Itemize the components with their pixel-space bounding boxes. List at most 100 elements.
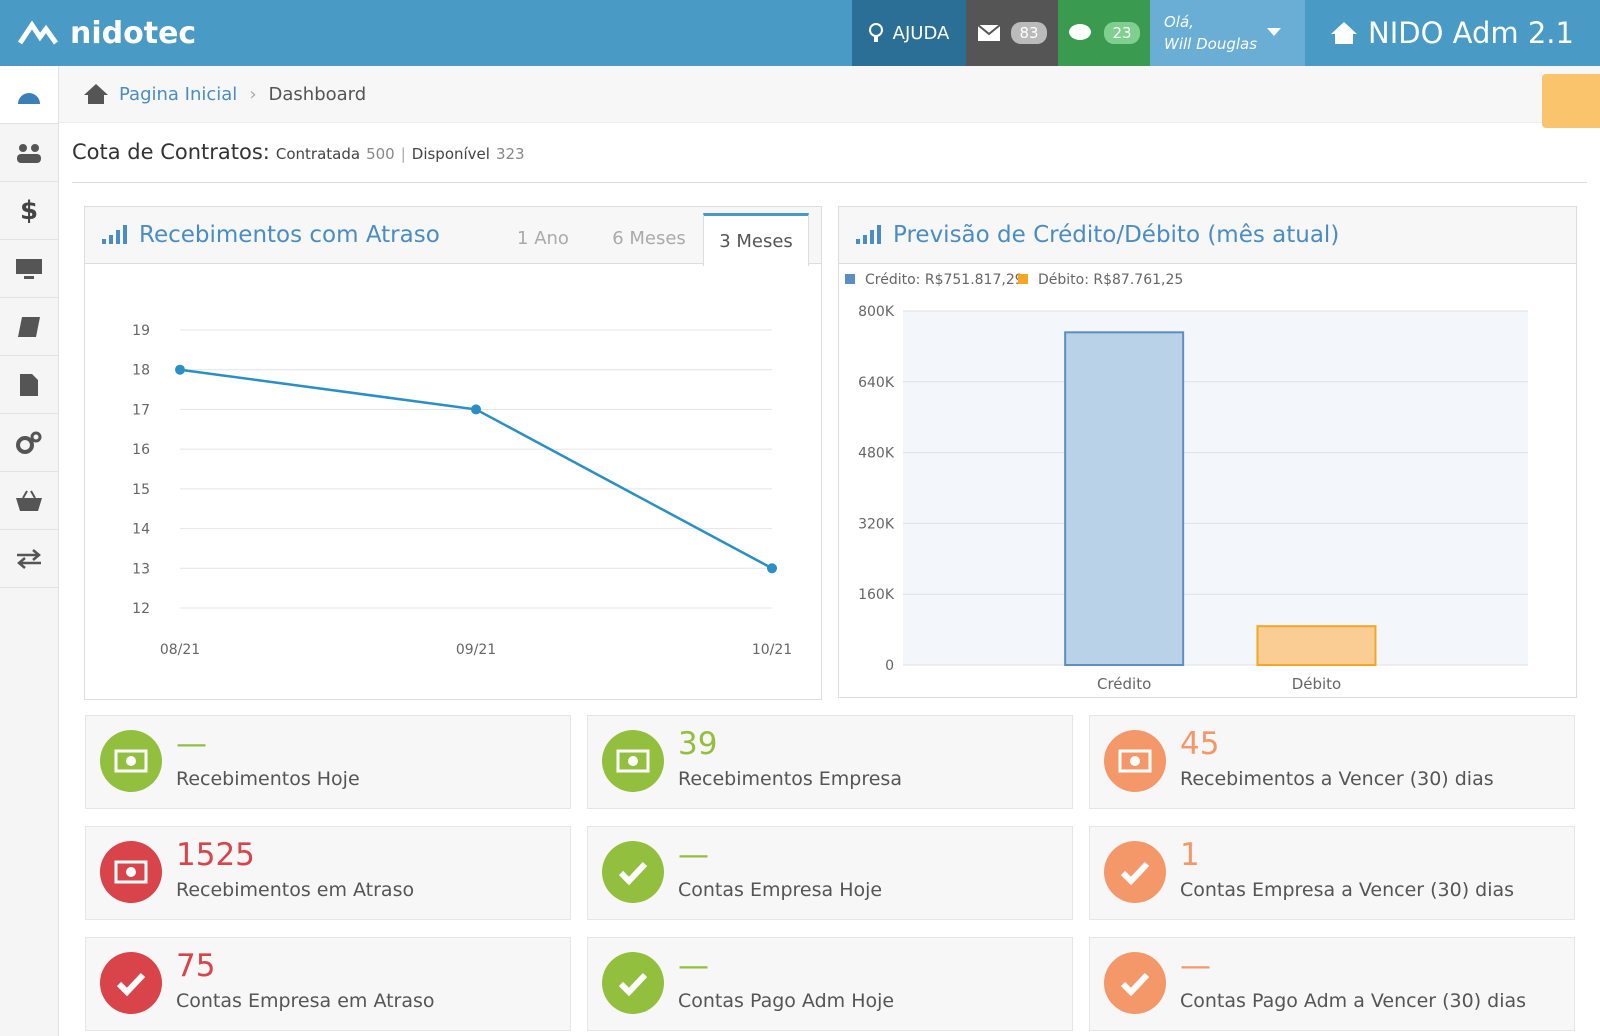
quota-available-label: Disponível bbox=[411, 145, 490, 163]
tile-glyph bbox=[616, 749, 650, 773]
help-button[interactable]: AJUDA bbox=[852, 0, 966, 66]
tile-value: — bbox=[678, 837, 709, 873]
top-bar: nidotec AJUDA 83 23 Olá, Will Douglas NI… bbox=[0, 0, 1600, 66]
nav-file[interactable] bbox=[0, 356, 58, 414]
breadcrumb-home[interactable]: Pagina Inicial bbox=[119, 83, 238, 105]
tile: 1525 Recebimentos em Atraso bbox=[85, 826, 571, 920]
tile: — Contas Pago Adm a Vencer (30) dias bbox=[1089, 937, 1575, 1031]
quota-contracted: 500 bbox=[366, 145, 395, 163]
tile-icon bbox=[1104, 841, 1166, 903]
quota-sep: | bbox=[400, 145, 406, 163]
tile-value: 1525 bbox=[176, 837, 255, 873]
user-text: Olá, Will Douglas bbox=[1164, 11, 1257, 55]
tile: 45 Recebimentos a Vencer (30) dias bbox=[1089, 715, 1575, 809]
tab[interactable]: 3 Meses bbox=[703, 213, 809, 266]
tile: 75 Contas Empresa em Atraso bbox=[85, 937, 571, 1031]
nav-icon bbox=[16, 258, 42, 279]
nav-transfer[interactable] bbox=[0, 530, 58, 588]
tile: — Contas Empresa Hoje bbox=[587, 826, 1073, 920]
home-icon bbox=[1331, 22, 1357, 44]
nav-icon bbox=[16, 490, 42, 511]
tile-label: Contas Pago Adm a Vencer (30) dias bbox=[1180, 990, 1527, 1012]
tab[interactable]: 1 Ano bbox=[517, 227, 569, 249]
home-icon bbox=[84, 84, 108, 104]
tile-value: 75 bbox=[176, 948, 216, 984]
tile-icon bbox=[602, 841, 664, 903]
quota-label: Cota de Contratos: bbox=[72, 140, 270, 164]
settings-tab[interactable] bbox=[1542, 74, 1600, 128]
chats-badge: 23 bbox=[1104, 22, 1140, 44]
bar-panel: Previsão de Crédito/Débito (mês atual) bbox=[838, 206, 1577, 698]
tile: — Recebimentos Hoje bbox=[85, 715, 571, 809]
chats-button[interactable]: 23 bbox=[1058, 0, 1150, 66]
quota: Cota de Contratos: Contratada 500 | Disp… bbox=[72, 140, 1587, 183]
tile-label: Contas Pago Adm Hoje bbox=[678, 990, 895, 1012]
tile-glyph bbox=[114, 749, 148, 773]
chart-icon bbox=[856, 225, 881, 244]
quota-available: 323 bbox=[495, 145, 525, 163]
nav-basket[interactable] bbox=[0, 472, 58, 530]
breadcrumb: Pagina Inicial › Dashboard bbox=[59, 66, 1600, 128]
messages-button[interactable]: 83 bbox=[966, 0, 1058, 66]
nav-icon bbox=[17, 548, 41, 569]
tile-icon bbox=[100, 952, 162, 1014]
tile-glyph bbox=[1120, 972, 1150, 997]
tile-glyph bbox=[618, 861, 648, 886]
nav-monitor[interactable] bbox=[0, 240, 58, 298]
nav-book[interactable] bbox=[0, 298, 58, 356]
nav-finance[interactable]: $ bbox=[0, 182, 58, 240]
user-menu[interactable]: Olá, Will Douglas bbox=[1150, 0, 1305, 66]
tile-icon bbox=[602, 730, 664, 792]
tile-label: Recebimentos Empresa bbox=[678, 768, 902, 790]
tile-icon bbox=[602, 952, 664, 1014]
line-panel-head: Recebimentos com Atraso bbox=[85, 207, 821, 264]
mail-icon bbox=[977, 24, 1002, 41]
chart-icon bbox=[102, 225, 127, 244]
tile-glyph bbox=[1118, 749, 1152, 773]
app-name-box[interactable]: NIDO Adm 2.1 bbox=[1330, 0, 1574, 66]
tile-icon bbox=[1104, 730, 1166, 792]
tile-icon bbox=[1104, 952, 1166, 1014]
greeting: Olá, bbox=[1164, 13, 1194, 31]
tile-value: — bbox=[176, 726, 207, 762]
tile-value: — bbox=[1180, 948, 1211, 984]
bar-title: Previsão de Crédito/Débito (mês atual) bbox=[893, 222, 1340, 248]
breadcrumb-current: Dashboard bbox=[268, 83, 367, 105]
nav-settings[interactable] bbox=[0, 414, 58, 472]
sidebar: $ bbox=[0, 66, 59, 1036]
quota-contracted-label: Contratada bbox=[275, 145, 361, 163]
tile-icon bbox=[100, 730, 162, 792]
nav-dashboard[interactable] bbox=[0, 66, 58, 124]
brand[interactable]: nidotec bbox=[18, 0, 196, 66]
tile-value: 1 bbox=[1180, 837, 1200, 873]
tile-label: Contas Empresa em Atraso bbox=[176, 990, 435, 1012]
tile: 39 Recebimentos Empresa bbox=[587, 715, 1073, 809]
tile-value: 45 bbox=[1180, 726, 1220, 762]
tile-value: — bbox=[678, 948, 709, 984]
nav-icon bbox=[17, 143, 41, 163]
help-label: AJUDA bbox=[892, 22, 950, 44]
brand-logo bbox=[18, 21, 59, 45]
line-title: Recebimentos com Atraso bbox=[139, 222, 440, 248]
bar-panel-head: Previsão de Crédito/Débito (mês atual) bbox=[839, 207, 1576, 264]
app-name: NIDO Adm 2.1 bbox=[1368, 16, 1574, 50]
tile-glyph bbox=[1120, 861, 1150, 886]
nav-icon bbox=[18, 92, 40, 104]
messages-badge: 83 bbox=[1011, 22, 1047, 44]
tab[interactable]: 6 Meses bbox=[612, 227, 686, 249]
tile-label: Recebimentos a Vencer (30) dias bbox=[1180, 768, 1494, 790]
bulb-icon bbox=[868, 23, 883, 42]
tile-glyph bbox=[116, 972, 146, 997]
user-name: Will Douglas bbox=[1164, 35, 1258, 53]
nav-users[interactable] bbox=[0, 124, 58, 182]
chat-icon bbox=[1069, 24, 1092, 40]
nav-icon bbox=[16, 431, 42, 454]
tile-label: Recebimentos em Atraso bbox=[176, 879, 415, 901]
tile-glyph bbox=[618, 972, 648, 997]
nav-icon bbox=[20, 373, 38, 396]
tile-icon bbox=[100, 841, 162, 903]
tile-label: Recebimentos Hoje bbox=[176, 768, 360, 790]
tile-label: Contas Empresa a Vencer (30) dias bbox=[1180, 879, 1515, 901]
